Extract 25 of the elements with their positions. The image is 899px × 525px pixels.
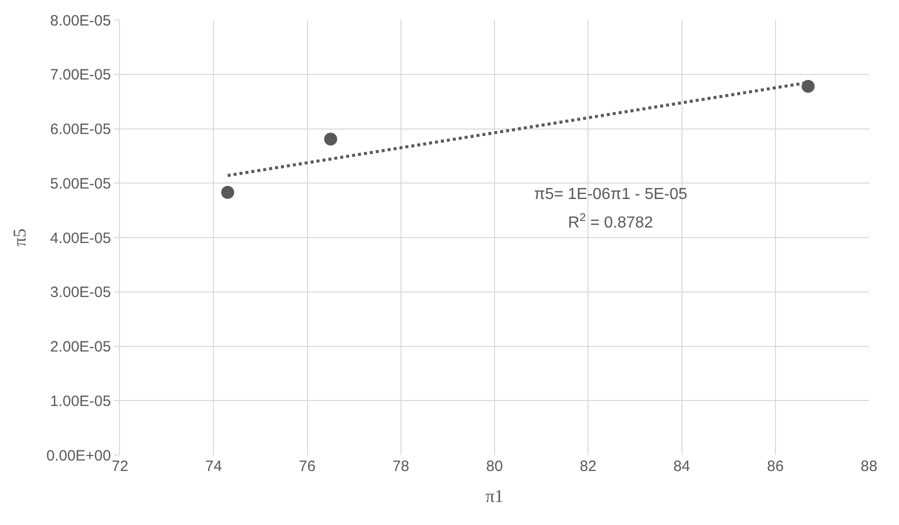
y-axis-title: π5 <box>10 228 30 247</box>
x-tick-label: 76 <box>298 458 316 475</box>
y-tick-label: 5.00E-05 <box>50 175 111 192</box>
x-tick-label: 78 <box>392 458 410 475</box>
x-tick-label: 88 <box>860 458 878 475</box>
x-axis-title: π1 <box>485 486 504 506</box>
x-tick-label: 86 <box>767 458 784 475</box>
point <box>324 132 338 146</box>
y-tick-label: 1.00E-05 <box>50 392 111 410</box>
point <box>221 186 234 199</box>
y-tick-label: 4.00E-05 <box>50 230 111 247</box>
y-tick-label: 7.00E-05 <box>50 66 111 84</box>
y-tick-label: 6.00E-05 <box>50 121 111 138</box>
x-tick-label: 84 <box>673 458 690 475</box>
y-tick-label: 3.00E-05 <box>50 284 111 302</box>
y-tick-label: 2.00E-05 <box>50 338 111 356</box>
x-tick-label: 74 <box>205 458 222 475</box>
x-tick-label: 80 <box>486 458 503 475</box>
x-tick-label: 82 <box>580 458 596 475</box>
point <box>802 80 815 93</box>
y-tick-label: 0.00E+00 <box>46 447 111 464</box>
y-tick-label: 8.00E-05 <box>50 12 111 30</box>
annotation: π5= 1E-06π1 - 5E-05 <box>534 186 688 203</box>
annotation: R$^{2}$ = 0.8782 <box>568 212 654 232</box>
x-tick-label: 72 <box>112 458 128 475</box>
